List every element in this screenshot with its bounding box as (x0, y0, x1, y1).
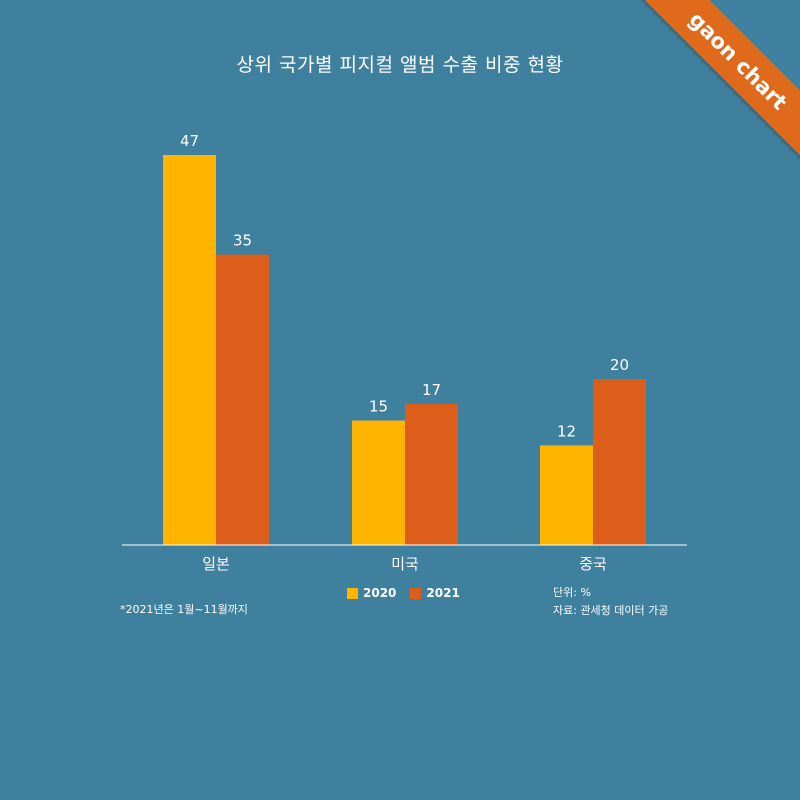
bar-중국-2021 (593, 379, 646, 545)
x-tick-label-일본: 일본 (202, 555, 230, 573)
legend-label-2020: 2020 (363, 586, 397, 600)
x-tick-label-미국: 미국 (391, 555, 419, 573)
legend-item-2021: 2021 (410, 586, 460, 600)
data-label-미국-2020: 15 (369, 398, 388, 416)
data-label-중국-2021: 20 (610, 356, 629, 374)
data-label-일본-2021: 35 (233, 232, 252, 250)
legend-item-2020: 2020 (347, 586, 396, 600)
bar-중국-2020 (540, 445, 593, 545)
legend-swatch-2020 (347, 587, 358, 599)
data-label-중국-2020: 12 (557, 422, 576, 440)
bar-chart: 47 35 일본 15 17 미국 12 20 중국 (122, 132, 687, 573)
chart-title: 상위 국가별 피지컬 앨범 수출 비중 현황 (236, 54, 564, 76)
footnote: *2021년은 1월~11월까지 (120, 603, 248, 616)
data-label-미국-2021: 17 (422, 381, 441, 399)
source-label: 자료: 관세청 데이터 가공 (553, 604, 669, 617)
unit-source-block: 단위: % 자료: 관세청 데이터 가공 (553, 584, 668, 620)
unit-label: 단위: % (553, 586, 591, 599)
bar-일본-2020 (163, 155, 216, 545)
data-label-일본-2020: 47 (180, 132, 199, 150)
legend: 2020 2021 (347, 586, 474, 600)
legend-label-2021: 2021 (426, 586, 460, 600)
bar-일본-2021 (216, 254, 269, 545)
bar-미국-2021 (405, 403, 458, 545)
x-tick-label-중국: 중국 (579, 555, 607, 573)
bar-미국-2020 (352, 420, 405, 545)
legend-swatch-2021 (410, 587, 422, 599)
